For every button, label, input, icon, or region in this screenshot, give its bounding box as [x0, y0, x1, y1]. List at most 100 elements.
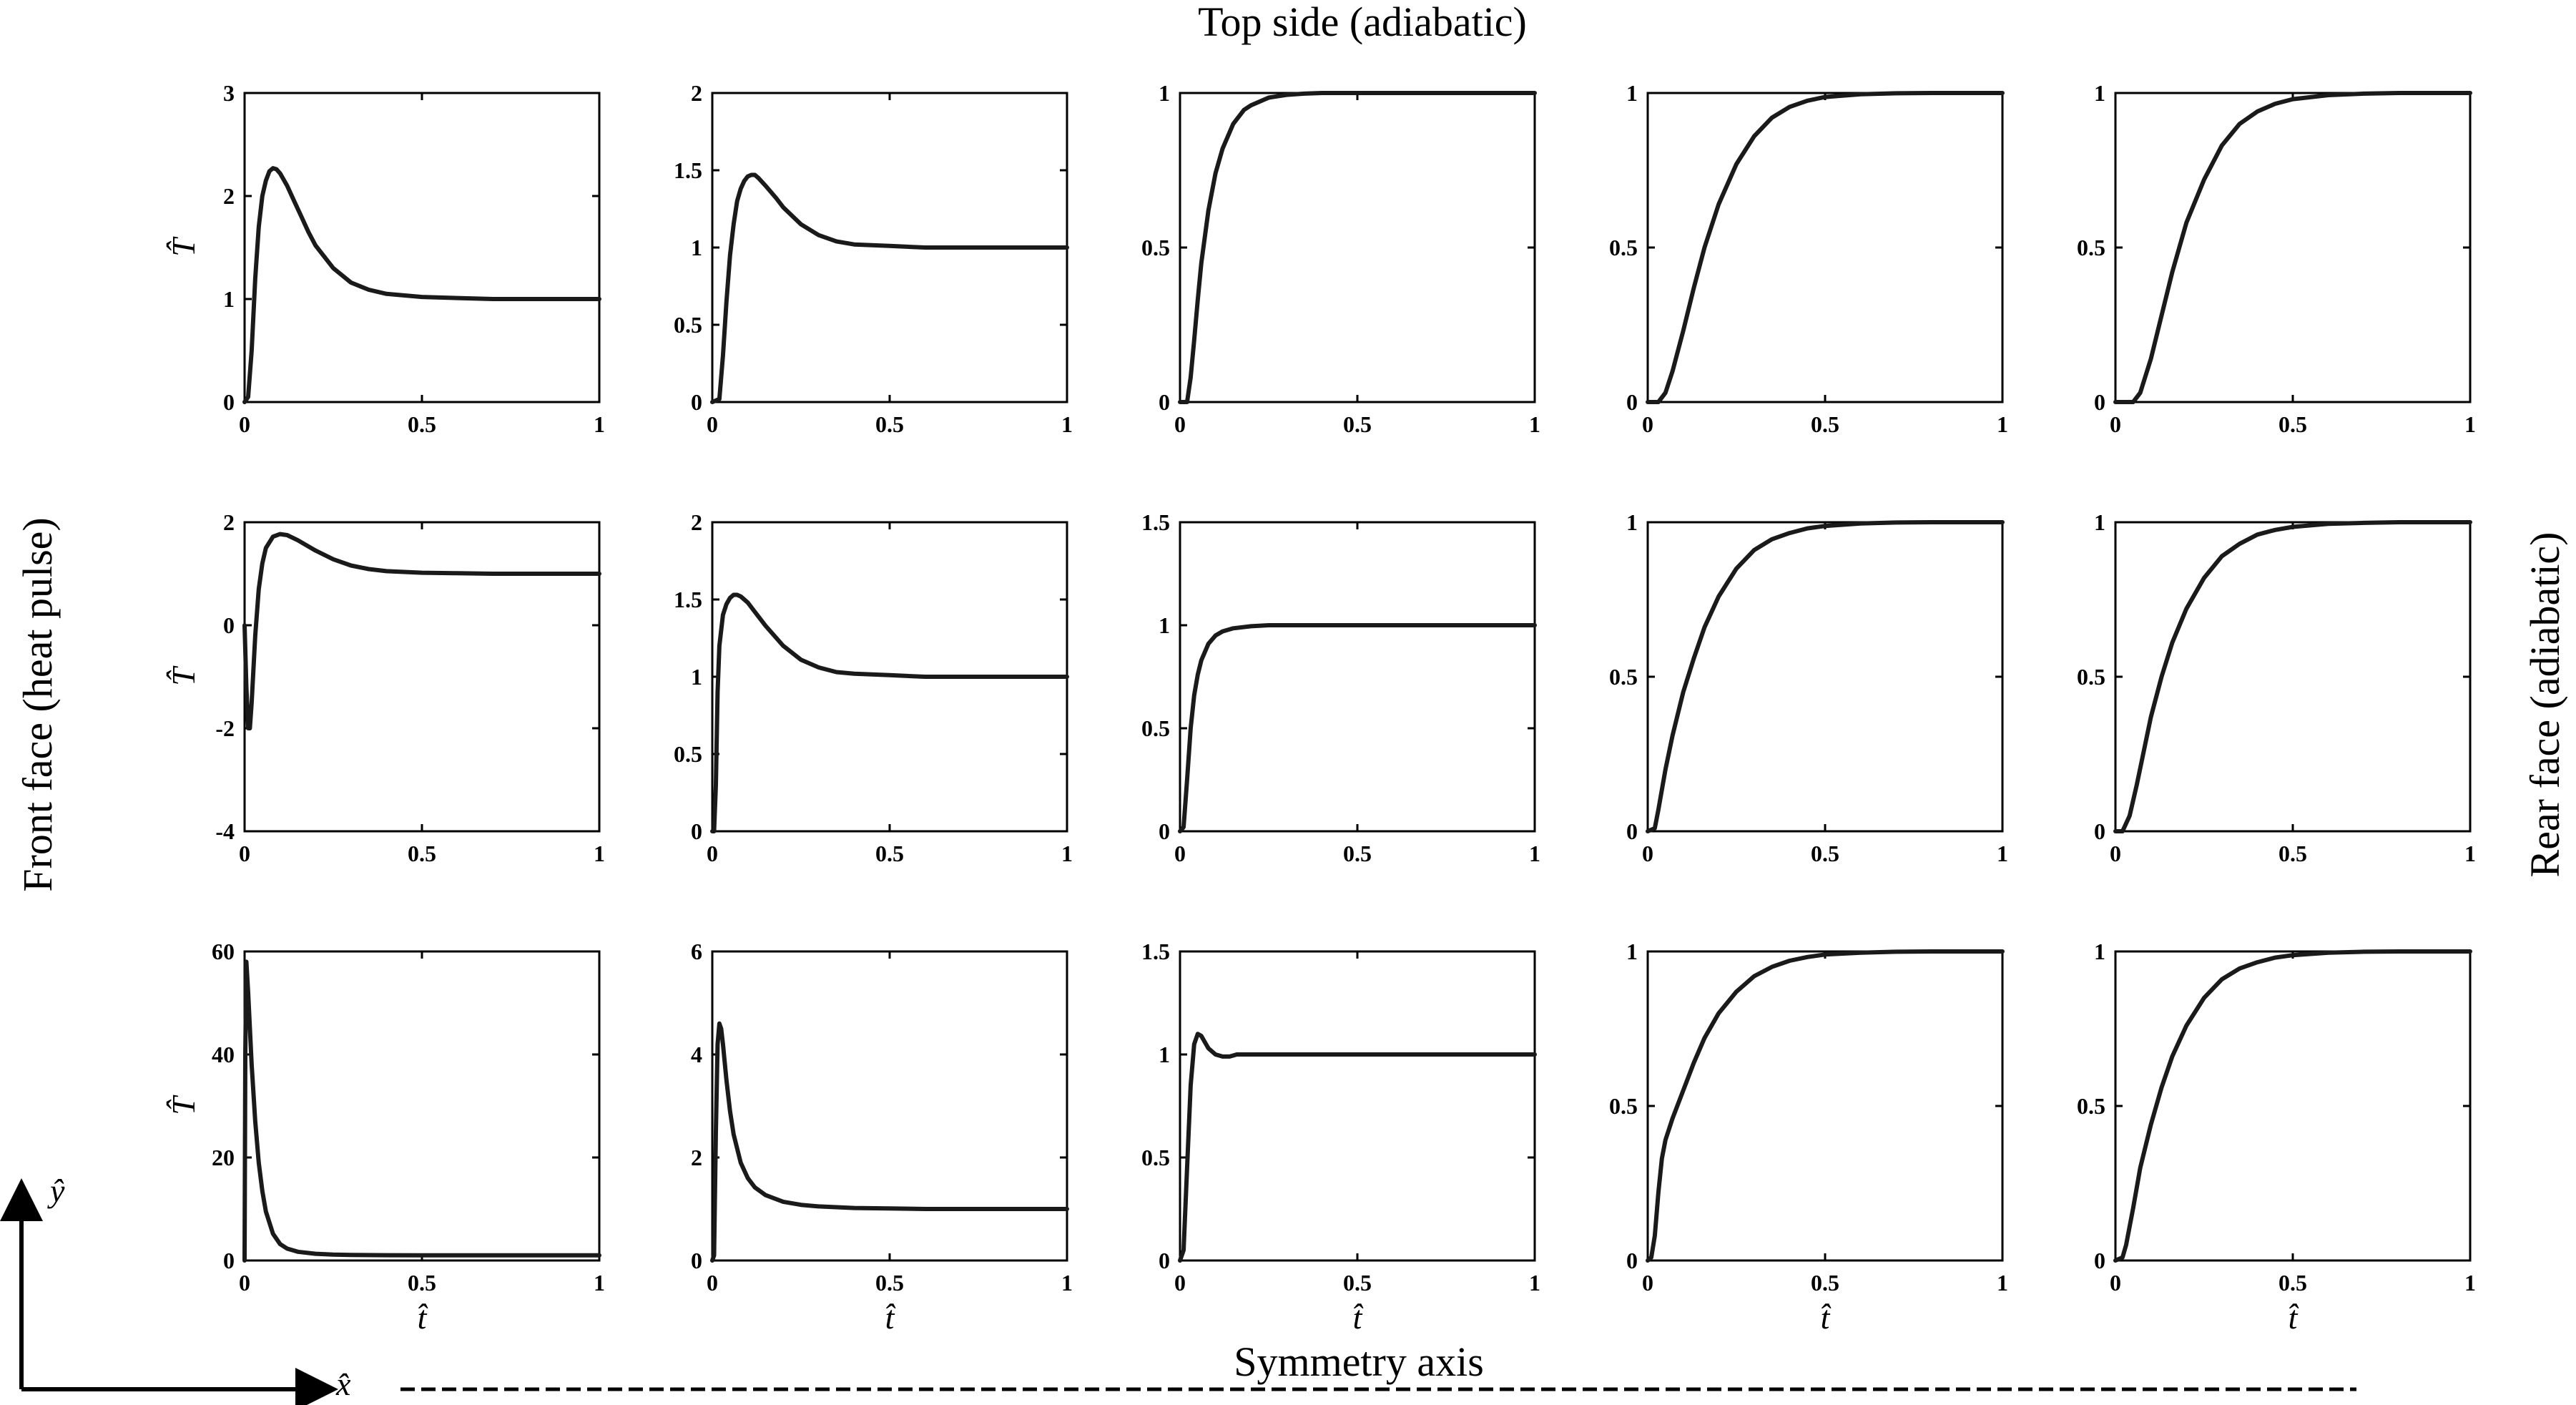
y-tick-label: 1 [691, 235, 702, 260]
y-axis-label: T̂ [165, 665, 202, 686]
y-tick-label: 0 [1159, 389, 1170, 415]
x-tick-label: 0.5 [408, 841, 436, 866]
y-tick-label: 1 [691, 664, 702, 690]
y-tick-label: 0 [1626, 818, 1638, 844]
x-tick-label: 0.5 [2278, 1270, 2307, 1296]
y-tick-label: 1 [223, 286, 235, 312]
axes-frame [2114, 950, 2472, 1262]
y-tick-label: 40 [212, 1042, 235, 1067]
x-tick-label: 0.5 [1811, 411, 1839, 437]
x-tick-label: 0.5 [2278, 411, 2307, 437]
y-tick-label: 1.5 [674, 587, 702, 612]
x-tick-label: 0 [239, 411, 250, 437]
y-tick-label: 2 [691, 80, 702, 106]
panel-grid: 0 0.5 1 0 1 2 3 T̂ 0 0.5 1 0 0.5 1 1.5 2 0 0.5 1 0 0.5 1 0 0.5 1… [165, 80, 2476, 1336]
axes-frame [1646, 950, 2004, 1262]
y-tick-label: 0 [223, 389, 235, 415]
y-tick-label: 0 [1159, 818, 1170, 844]
x-axis-label: t̂ [418, 1299, 429, 1336]
panel-1-2: 0 0.5 1 0 0.5 1 1.5 [1141, 509, 1540, 866]
y-tick-label: 1 [1626, 939, 1638, 964]
y-tick-label: 0 [691, 389, 702, 415]
y-tick-label: 0 [691, 818, 702, 844]
panel-2-4: 0 0.5 1 0 0.5 1 t̂ [2077, 939, 2476, 1336]
y-tick-label: 0.5 [1609, 664, 1638, 690]
axes-frame [1646, 92, 2004, 403]
x-tick-label: 0 [1642, 841, 1653, 866]
y-tick-label: 0.5 [2077, 664, 2105, 690]
series-line [242, 532, 601, 730]
y-tick-label: 0.5 [1609, 235, 1638, 260]
y-tick-label: 0.5 [1141, 235, 1170, 260]
y-tick-label: 1 [1626, 509, 1638, 535]
y-tick-label: 0.5 [1609, 1093, 1638, 1119]
x-tick-label: 0.5 [408, 411, 436, 437]
y-tick-label: 1.5 [1141, 939, 1170, 964]
y-tick-label: 0.5 [2077, 1093, 2105, 1119]
x-tick-label: 0.5 [875, 1270, 904, 1296]
x-axis-label: t̂ [1821, 1299, 1832, 1336]
rear-face-label: Rear face (adiabatic) [2522, 532, 2568, 878]
series-line [1178, 91, 1537, 404]
axes-frame [1646, 521, 2004, 833]
x-direction-label: x̂ [335, 1366, 351, 1402]
symmetry-axis-label: Symmetry axis [1234, 1338, 1484, 1385]
x-tick-label: 1 [2464, 411, 2476, 437]
top-side-label: Top side (adiabatic) [1198, 0, 1527, 45]
panel-2-1: 0 0.5 1 0 2 4 6 t̂ [691, 939, 1073, 1336]
y-tick-label: 3 [223, 80, 235, 106]
y-tick-label: 6 [691, 939, 702, 964]
series-line [1646, 520, 2005, 833]
x-tick-label: 0 [2110, 1270, 2121, 1296]
x-tick-label: 1 [1529, 841, 1540, 866]
series-line [710, 1021, 1069, 1263]
panel-0-0: 0 0.5 1 0 1 2 3 T̂ [165, 80, 605, 437]
panel-0-3: 0 0.5 1 0 0.5 1 [1609, 80, 2008, 437]
panel-1-3: 0 0.5 1 0 0.5 1 [1609, 509, 2008, 866]
y-tick-label: 1 [1626, 80, 1638, 106]
x-tick-label: 1 [2464, 1270, 2476, 1296]
y-tick-label: 0 [223, 1248, 235, 1273]
x-tick-label: 0 [1642, 411, 1653, 437]
x-tick-label: 0.5 [2278, 841, 2307, 866]
axes-frame [711, 950, 1068, 1262]
series-line [710, 172, 1069, 404]
series-line [1646, 949, 2005, 1263]
x-axis-label: t̂ [1353, 1299, 1365, 1336]
x-tick-label: 0 [1174, 1270, 1186, 1296]
panel-1-0: 0 0.5 1 -4 -2 0 2 T̂ [165, 509, 605, 866]
series-line [1646, 91, 2005, 404]
panel-1-4: 0 0.5 1 0 0.5 1 [2077, 509, 2476, 866]
x-axis-label: t̂ [2289, 1299, 2300, 1336]
panel-1-1: 0 0.5 1 0 0.5 1 1.5 2 [674, 509, 1073, 866]
y-tick-label: 0 [1626, 1248, 1638, 1273]
front-face-label: Front face (heat pulse) [14, 517, 61, 891]
axes-frame [2114, 92, 2472, 403]
series-line [2113, 520, 2472, 833]
x-tick-label: 0.5 [1811, 1270, 1839, 1296]
x-tick-label: 0 [2110, 411, 2121, 437]
x-tick-label: 1 [1529, 1270, 1540, 1296]
x-tick-label: 1 [1997, 411, 2008, 437]
y-tick-label: 1 [2094, 80, 2105, 106]
series-line [1178, 623, 1537, 833]
y-tick-label: 1.5 [1141, 509, 1170, 535]
x-axis-label: t̂ [885, 1299, 897, 1336]
axes-frame [243, 92, 601, 403]
y-axis-label: T̂ [165, 1095, 202, 1115]
x-tick-label: 0 [707, 1270, 718, 1296]
x-tick-label: 1 [594, 841, 605, 866]
x-tick-label: 1 [1529, 411, 1540, 437]
axes-frame [2114, 521, 2472, 833]
series-line [2113, 949, 2472, 1263]
axes-frame [243, 950, 601, 1262]
y-tick-label: -2 [215, 715, 235, 741]
y-tick-label: 1 [2094, 509, 2105, 535]
y-tick-label: 0.5 [674, 741, 702, 767]
y-tick-label: 0.5 [1141, 715, 1170, 741]
x-tick-label: 1 [1061, 1270, 1073, 1296]
y-tick-label: 2 [691, 1145, 702, 1170]
y-tick-label: 0 [691, 1248, 702, 1273]
y-tick-label: 1.5 [674, 157, 702, 183]
